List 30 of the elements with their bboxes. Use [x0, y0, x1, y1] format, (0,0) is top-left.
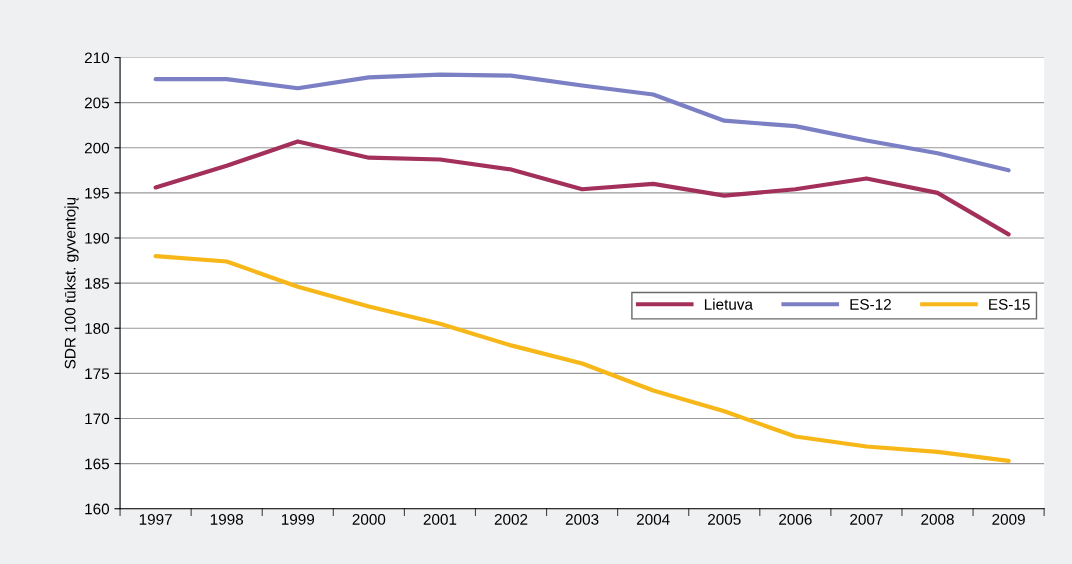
legend-label: ES-15: [989, 298, 1030, 310]
x-tick-label: 2002: [494, 513, 528, 525]
x-tick-label: 2004: [636, 513, 670, 525]
x-tick-label: 2000: [352, 513, 386, 525]
legend-label: ES-12: [850, 298, 891, 310]
y-tick-label: 170: [85, 413, 110, 425]
line-series: [153, 139, 1011, 237]
y-tick-label: 195: [85, 187, 110, 199]
x-tick-label: 2006: [779, 513, 812, 525]
y-tick-label: 205: [84, 97, 110, 109]
y-tick-label: 160: [85, 503, 110, 515]
y-axis-title: SDR 100 tūkst. gyventojų: [64, 197, 79, 369]
line-series: [153, 72, 1011, 173]
y-tick-label: 165: [85, 458, 110, 470]
y-tick-label: 175: [85, 368, 110, 380]
x-tick-label: 2003: [565, 513, 599, 525]
legend-label: Lietuva: [704, 298, 753, 310]
y-tick-label: 190: [85, 232, 110, 244]
x-tick-label: 1998: [210, 513, 244, 525]
x-tick-label: 2007: [850, 513, 883, 525]
x-tick-label: 1997: [139, 513, 172, 525]
x-tick-label: 1999: [281, 513, 315, 525]
y-tick-label: 185: [85, 278, 110, 289]
y-tick-label: 180: [85, 323, 110, 334]
x-tick-label: 2005: [708, 513, 741, 525]
x-tick-label: 2001: [423, 513, 457, 525]
x-tick-label: 2008: [921, 513, 954, 525]
y-tick-label: 210: [84, 52, 110, 64]
y-tick-label: 200: [84, 142, 110, 154]
x-tick-label: 2009: [992, 513, 1025, 525]
